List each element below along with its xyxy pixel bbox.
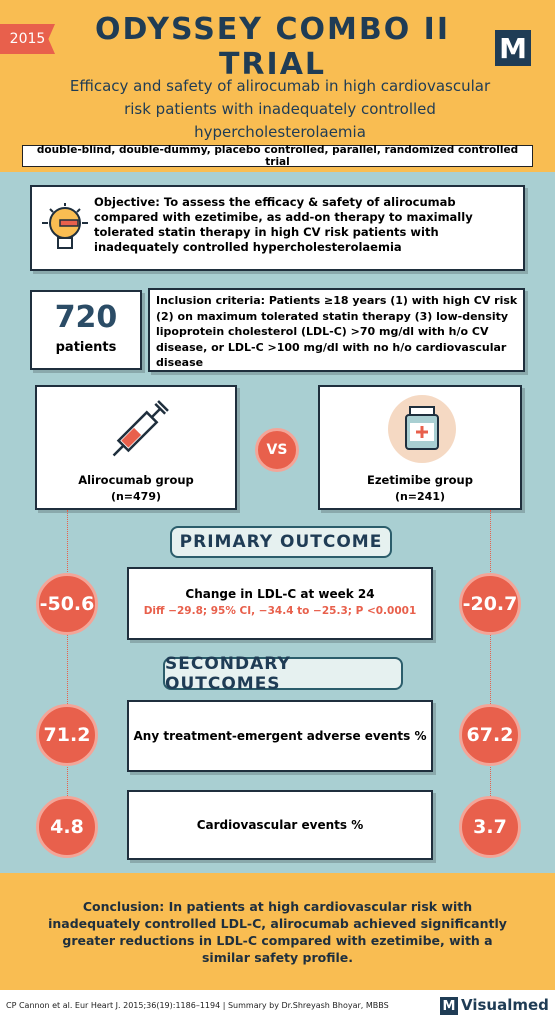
primary-detail: Diff −29.8; 95% CI, −34.4 to −25.3; P <0… xyxy=(143,605,417,617)
logo: M xyxy=(495,30,531,66)
group-box: Alirocumab group (n=479) xyxy=(35,385,237,510)
inclusion-text: Inclusion criteria: Patients ≥18 years (… xyxy=(156,294,518,369)
group-box: Ezetimibe group (n=241) xyxy=(318,385,522,510)
bottle-icon xyxy=(388,395,456,463)
footer-logo: M xyxy=(440,997,458,1015)
group-name: Ezetimibe group xyxy=(367,473,473,487)
outcome-value: 3.7 xyxy=(459,796,521,858)
design: double-blind, double-dummy, placebo cont… xyxy=(22,144,533,168)
patients-box: 720 patients xyxy=(30,290,142,370)
subtitle: Efficacy and safety of alirocumab in hig… xyxy=(69,76,491,141)
objective-box: Objective: To assess the efficacy & safe… xyxy=(30,185,525,271)
secondary-box: Any treatment-emergent adverse events % xyxy=(127,700,433,772)
patients-label: patients xyxy=(55,340,117,355)
primary-label: Change in LDL-C at week 24 xyxy=(185,587,375,601)
year-tag: 2015 xyxy=(0,24,55,54)
connector xyxy=(490,510,491,830)
group-name: Alirocumab group xyxy=(78,473,194,487)
brand: Visualmed xyxy=(461,996,549,1014)
primary-box: Change in LDL-C at week 24 Diff −29.8; 9… xyxy=(127,567,433,640)
objective-text: Objective: To assess the efficacy & safe… xyxy=(94,195,473,254)
secondary-box: Cardiovascular events % xyxy=(127,790,433,860)
vs-badge: VS xyxy=(255,428,299,472)
syringe-icon xyxy=(112,400,169,457)
title: ODYSSEY COMBO II TRIAL xyxy=(95,12,450,82)
footer-bg xyxy=(0,990,555,1024)
citation: CP Cannon et al. Eur Heart J. 2015;36(19… xyxy=(6,1001,389,1010)
connector xyxy=(67,510,68,830)
secondary-heading: SECONDARY OUTCOMES xyxy=(163,654,403,694)
outcome-value: -50.6 xyxy=(36,573,98,635)
bulb-icon xyxy=(42,203,88,249)
outcome-value: 71.2 xyxy=(36,704,98,766)
primary-heading: PRIMARY OUTCOME xyxy=(170,526,392,558)
outcome-value: 67.2 xyxy=(459,704,521,766)
outcome-value: -20.7 xyxy=(459,573,521,635)
outcome-value: 4.8 xyxy=(36,796,98,858)
inclusion-box: Inclusion criteria: Patients ≥18 years (… xyxy=(148,288,525,372)
group-n: (n=479) xyxy=(110,490,162,503)
patients-count: 720 xyxy=(54,300,118,335)
header-bg xyxy=(0,0,555,172)
conclusion: Conclusion: In patients at high cardiova… xyxy=(0,873,555,990)
group-n: (n=241) xyxy=(394,490,446,503)
